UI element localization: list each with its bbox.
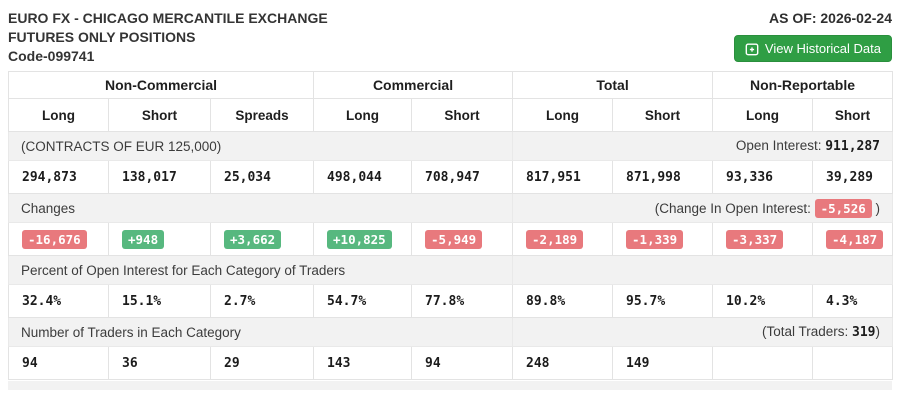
col-noncomm-spreads: Spreads	[209, 98, 315, 132]
total-traders-suffix: )	[875, 324, 881, 339]
percent-cell: 89.8%	[512, 284, 614, 318]
changes-row: -16,676 +948 +3,662 +10,825 -5,949 -2,18…	[8, 222, 894, 256]
col-comm-long: Long	[313, 98, 413, 132]
position-cell: 138,017	[108, 160, 211, 194]
change-cell: -2,189	[512, 222, 614, 256]
change-cell: -1,339	[612, 222, 714, 256]
traders-row: 94 36 29 143 94 248 149	[8, 346, 894, 380]
change-cell: -16,676	[8, 222, 109, 256]
percent-cell: 15.1%	[108, 284, 211, 318]
col-total-long: Long	[512, 98, 614, 132]
position-cell: 294,873	[8, 160, 109, 194]
change-badge: +3,662	[224, 229, 282, 249]
column-header-row: Long Short Spreads Long Short Long Short…	[8, 98, 894, 132]
calendar-icon	[745, 42, 759, 56]
change-badge: -5,949	[425, 229, 483, 249]
col-noncomm-short: Short	[108, 98, 211, 132]
view-historical-data-button[interactable]: View Historical Data	[733, 35, 892, 62]
percent-label: Percent of Open Interest for Each Catego…	[7, 255, 514, 285]
report-title: EURO FX - CHICAGO MERCANTILE EXCHANGE	[8, 10, 328, 26]
group-non-reportable: Non-Reportable	[712, 71, 894, 99]
col-comm-short: Short	[411, 98, 514, 132]
report-subtitle: FUTURES ONLY POSITIONS	[8, 29, 196, 45]
page-header: EURO FX - CHICAGO MERCANTILE EXCHANGE FU…	[0, 0, 900, 66]
position-cell: 93,336	[712, 160, 814, 194]
change-cell: +10,825	[313, 222, 413, 256]
traders-cell: 248	[512, 346, 614, 380]
open-interest-label: Open Interest:	[735, 138, 826, 153]
traders-label: Number of Traders in Each Category	[7, 317, 514, 347]
view-historical-data-label: View Historical Data	[764, 41, 881, 56]
as-of-date: AS OF: 2026-02-24	[769, 10, 892, 26]
traders-cell: 94	[411, 346, 514, 380]
percents-row: 32.4% 15.1% 2.7% 54.7% 77.8% 89.8% 95.7%…	[8, 284, 894, 318]
total-traders-prefix: (Total Traders:	[762, 324, 853, 339]
change-badge: +948	[122, 229, 165, 249]
change-in-oi-suffix: )	[871, 200, 881, 216]
change-badge: -16,676	[22, 229, 87, 249]
traders-section-row: Number of Traders in Each Category (Tota…	[7, 317, 894, 347]
position-cell: 817,951	[512, 160, 614, 194]
changes-label: Changes	[7, 193, 514, 223]
total-traders-value: 319	[852, 325, 876, 340]
col-total-short: Short	[612, 98, 714, 132]
contracts-section-row: (CONTRACTS OF EUR 125,000) Open Interest…	[7, 131, 894, 161]
change-badge: -2,189	[526, 229, 584, 249]
percent-cell: 95.7%	[612, 284, 714, 318]
traders-cell	[712, 346, 814, 380]
change-cell: -3,337	[712, 222, 814, 256]
col-nonrep-long: Long	[712, 98, 814, 132]
change-cell: +3,662	[209, 222, 315, 256]
group-non-commercial: Non-Commercial	[7, 71, 315, 99]
group-total: Total	[512, 71, 714, 99]
open-interest-value: 911,287	[825, 139, 881, 154]
traders-cell: 143	[313, 346, 413, 380]
contracts-label: (CONTRACTS OF EUR 125,000)	[7, 131, 514, 161]
change-badge: -4,187	[826, 229, 884, 249]
position-cell: 708,947	[411, 160, 514, 194]
change-in-oi-badge: -5,526	[814, 198, 872, 218]
percent-cell: 2.7%	[209, 284, 315, 318]
percent-cell: 77.8%	[411, 284, 514, 318]
percent-cell: 4.3%	[812, 284, 894, 318]
positions-row: 294,873 138,017 25,034 498,044 708,947 8…	[8, 160, 894, 194]
percent-cell: 54.7%	[313, 284, 413, 318]
traders-cell: 36	[108, 346, 211, 380]
change-cell: -5,949	[411, 222, 514, 256]
change-badge: +10,825	[327, 229, 392, 249]
change-badge: -1,339	[626, 229, 684, 249]
change-cell: -4,187	[812, 222, 894, 256]
group-commercial: Commercial	[313, 71, 514, 99]
header-right: AS OF: 2026-02-24 View Historical Data	[733, 9, 892, 66]
col-noncomm-long: Long	[8, 98, 109, 132]
traders-cell: 149	[612, 346, 714, 380]
total-traders-cell: (Total Traders: 319)	[512, 317, 894, 347]
change-badge: -3,337	[726, 229, 784, 249]
column-group-header-row: Non-Commercial Commercial Total Non-Repo…	[7, 71, 894, 99]
position-cell: 871,998	[612, 160, 714, 194]
position-cell: 498,044	[313, 160, 413, 194]
percent-cell: 10.2%	[712, 284, 814, 318]
percent-section-row: Percent of Open Interest for Each Catego…	[7, 255, 894, 285]
change-in-oi-cell: (Change In Open Interest: -5,526 )	[512, 193, 894, 223]
change-cell: +948	[108, 222, 211, 256]
changes-section-row: Changes (Change In Open Interest: -5,526…	[7, 193, 894, 223]
report-title-block: EURO FX - CHICAGO MERCANTILE EXCHANGE FU…	[8, 9, 328, 66]
col-nonrep-short: Short	[812, 98, 894, 132]
positions-table: Non-Commercial Commercial Total Non-Repo…	[7, 71, 894, 380]
position-cell: 25,034	[209, 160, 315, 194]
traders-cell	[812, 346, 894, 380]
percent-section-spacer	[512, 255, 894, 285]
position-cell: 39,289	[812, 160, 894, 194]
report-code: Code-099741	[8, 48, 95, 64]
open-interest-cell: Open Interest: 911,287	[512, 131, 894, 161]
change-in-oi-prefix: (Change In Open Interest:	[654, 200, 815, 216]
traders-cell: 94	[8, 346, 109, 380]
next-section-partial-row	[8, 381, 892, 390]
percent-cell: 32.4%	[8, 284, 109, 318]
traders-cell: 29	[209, 346, 315, 380]
